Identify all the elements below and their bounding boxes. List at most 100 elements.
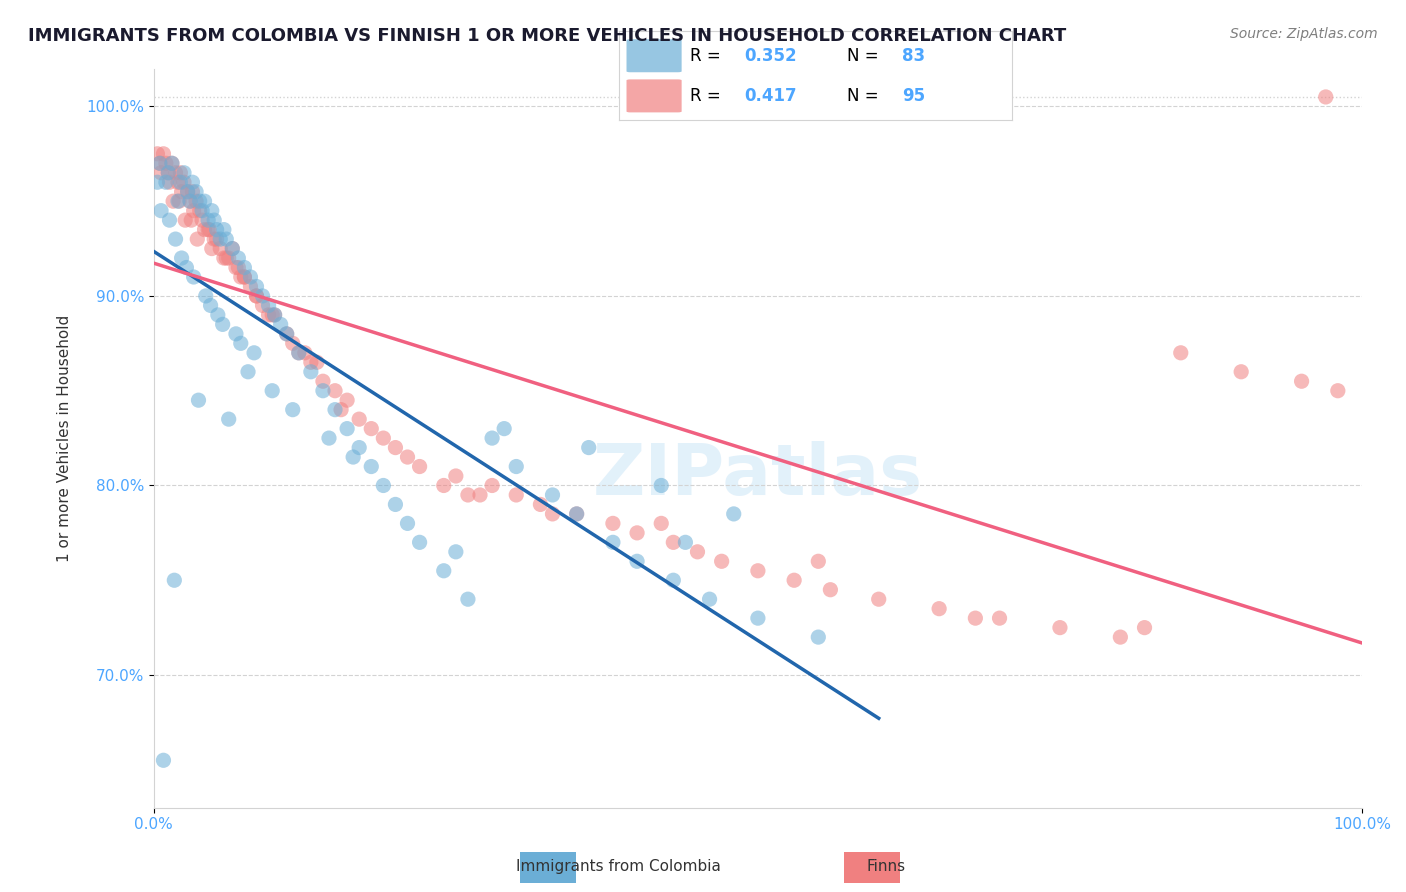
Point — [155, 175, 177, 189]
Point — [602, 516, 624, 531]
Point — [194, 289, 217, 303]
Point — [159, 175, 181, 189]
Point — [384, 498, 406, 512]
Point — [252, 298, 274, 312]
Point — [336, 422, 359, 436]
Text: R =: R = — [689, 87, 725, 105]
Point — [505, 459, 527, 474]
Point — [176, 260, 198, 275]
Point — [167, 194, 190, 209]
Point — [965, 611, 987, 625]
Point — [187, 393, 209, 408]
Point — [384, 441, 406, 455]
Point — [197, 222, 219, 236]
Point — [481, 478, 503, 492]
Point — [167, 175, 190, 189]
Point — [347, 441, 370, 455]
Point — [1291, 374, 1313, 388]
Text: R =: R = — [689, 47, 725, 65]
Point — [159, 213, 181, 227]
Point — [201, 242, 224, 256]
Point — [149, 156, 172, 170]
Point — [186, 232, 208, 246]
Point — [494, 422, 516, 436]
Point — [1049, 621, 1071, 635]
Point — [233, 260, 256, 275]
Point — [699, 592, 721, 607]
Point — [163, 573, 186, 587]
Point — [281, 336, 304, 351]
Point — [170, 251, 193, 265]
Point — [165, 166, 187, 180]
Point — [373, 431, 395, 445]
Text: 95: 95 — [903, 87, 925, 105]
Point — [541, 507, 564, 521]
Point — [183, 270, 205, 285]
Point — [481, 431, 503, 445]
Point — [988, 611, 1011, 625]
Point — [820, 582, 842, 597]
Point — [233, 270, 256, 285]
Point — [565, 507, 588, 521]
Point — [1230, 365, 1253, 379]
Point — [323, 384, 346, 398]
Point — [169, 175, 191, 189]
Point — [1315, 90, 1337, 104]
Point — [783, 573, 806, 587]
Point — [408, 535, 430, 549]
Point — [150, 166, 173, 180]
Point — [174, 213, 197, 227]
Point — [336, 393, 359, 408]
Point — [179, 194, 201, 209]
Point — [312, 384, 335, 398]
Point — [928, 601, 950, 615]
Text: N =: N = — [846, 47, 884, 65]
Point — [146, 175, 169, 189]
Point — [626, 525, 648, 540]
Point — [807, 554, 830, 568]
Point — [198, 222, 221, 236]
Point — [252, 289, 274, 303]
Point — [160, 156, 183, 170]
Point — [360, 459, 382, 474]
FancyBboxPatch shape — [627, 79, 682, 112]
Point — [868, 592, 890, 607]
Point — [299, 355, 322, 369]
Point — [505, 488, 527, 502]
Point — [228, 251, 250, 265]
Point — [1327, 384, 1350, 398]
Point — [257, 298, 280, 312]
Point — [202, 232, 225, 246]
FancyBboxPatch shape — [627, 39, 682, 72]
Point — [457, 488, 479, 502]
Point — [157, 166, 180, 180]
Point — [1133, 621, 1156, 635]
Point — [152, 753, 174, 767]
Point — [215, 251, 238, 265]
Point — [167, 194, 190, 209]
Point — [236, 365, 259, 379]
Point — [444, 469, 467, 483]
Point — [173, 166, 195, 180]
Point — [179, 194, 201, 209]
Point — [225, 260, 247, 275]
Point — [650, 516, 672, 531]
Point — [176, 185, 198, 199]
Point — [212, 251, 235, 265]
Point — [211, 318, 233, 332]
Point — [373, 478, 395, 492]
Point — [457, 592, 479, 607]
Point — [396, 516, 419, 531]
Point — [200, 298, 222, 312]
Point — [360, 422, 382, 436]
Point — [281, 402, 304, 417]
Point — [529, 498, 551, 512]
Point — [807, 630, 830, 644]
Point — [433, 478, 456, 492]
Point — [578, 441, 600, 455]
Point — [602, 535, 624, 549]
Point — [170, 185, 193, 199]
Text: Source: ZipAtlas.com: Source: ZipAtlas.com — [1230, 27, 1378, 41]
Point — [650, 478, 672, 492]
Point — [169, 166, 191, 180]
